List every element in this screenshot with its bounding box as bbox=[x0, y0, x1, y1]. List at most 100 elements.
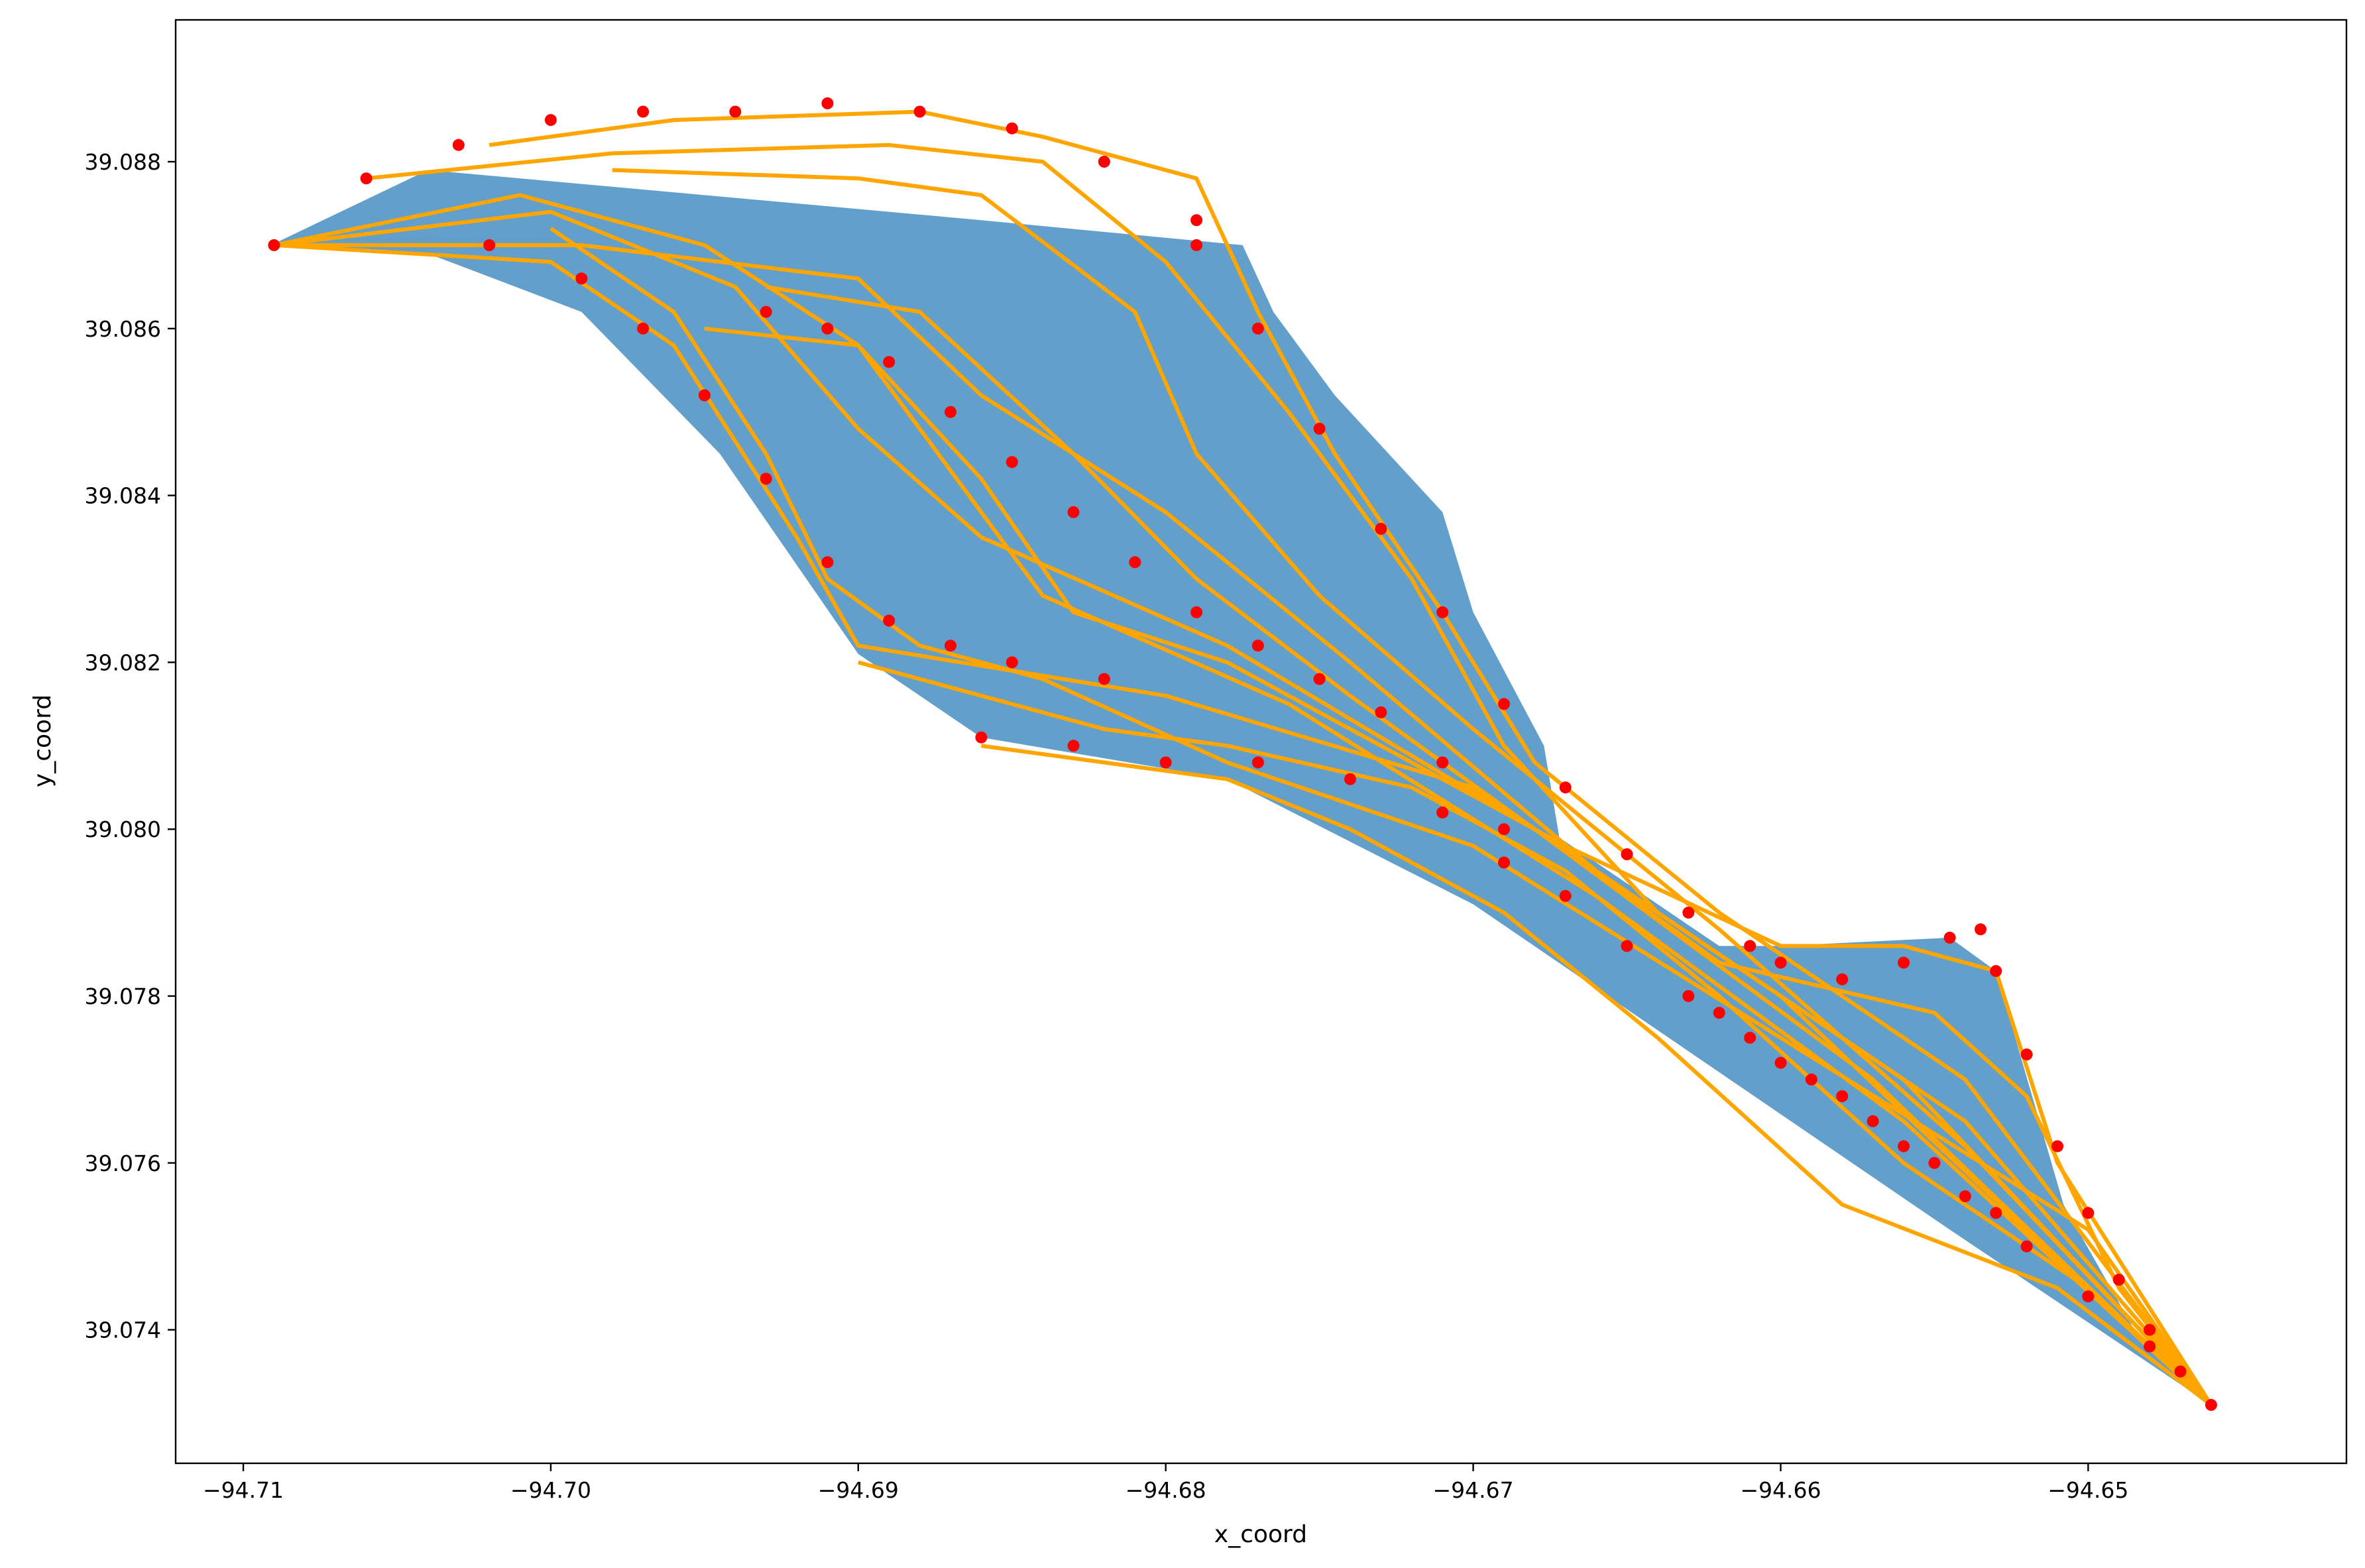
waypoint bbox=[1313, 422, 1326, 435]
waypoint bbox=[975, 731, 988, 744]
y-tick-label: 39.074 bbox=[85, 1317, 161, 1343]
waypoint bbox=[2020, 1048, 2033, 1061]
road-area-layer bbox=[270, 170, 2211, 1405]
waypoint bbox=[1006, 456, 1018, 469]
waypoint bbox=[698, 389, 711, 402]
x-tick-label: −94.66 bbox=[1740, 1477, 1821, 1503]
waypoint bbox=[1344, 773, 1356, 785]
waypoint bbox=[1682, 907, 1695, 919]
waypoint bbox=[729, 105, 742, 118]
waypoint bbox=[1744, 1031, 1757, 1044]
waypoint bbox=[1436, 756, 1449, 769]
waypoint bbox=[483, 239, 496, 251]
waypoint bbox=[1098, 156, 1110, 168]
point-series-3 bbox=[760, 306, 1510, 836]
waypoint bbox=[1498, 698, 1510, 710]
waypoint bbox=[1867, 1115, 1879, 1127]
waypoint bbox=[1836, 1090, 1849, 1103]
waypoint bbox=[1774, 1056, 1787, 1069]
waypoint bbox=[1067, 740, 1080, 752]
waypoint bbox=[575, 272, 588, 285]
waypoint bbox=[1436, 807, 1449, 818]
x-tick-label: −94.69 bbox=[818, 1477, 899, 1503]
waypoint bbox=[1898, 1140, 1910, 1152]
waypoint bbox=[2051, 1140, 2063, 1152]
x-tick-label: −94.67 bbox=[1433, 1477, 1514, 1503]
waypoint bbox=[1251, 756, 1264, 769]
lane-line-7 bbox=[612, 168, 2213, 1406]
point-series-5 bbox=[1774, 923, 2217, 1411]
waypoint bbox=[945, 406, 956, 418]
waypoint bbox=[1436, 606, 1449, 618]
waypoint bbox=[760, 473, 772, 485]
waypoint bbox=[1190, 606, 1203, 618]
waypoint bbox=[821, 97, 834, 109]
waypoint bbox=[1682, 990, 1695, 1002]
waypoint bbox=[2205, 1398, 2217, 1411]
waypoint bbox=[913, 105, 926, 118]
waypoint bbox=[1959, 1190, 1971, 1203]
road-area-polygon bbox=[270, 170, 2211, 1405]
waypoint bbox=[821, 322, 834, 335]
x-tick-label: −94.70 bbox=[510, 1477, 591, 1503]
x-axis-label: x_coord bbox=[1214, 1521, 1307, 1548]
lane-lines-layer bbox=[273, 109, 2213, 1407]
y-tick-label: 39.086 bbox=[85, 316, 161, 342]
lane-line-9 bbox=[704, 326, 2213, 1406]
waypoint bbox=[883, 356, 895, 368]
waypoint bbox=[1375, 706, 1387, 718]
waypoint bbox=[2174, 1365, 2187, 1378]
waypoint bbox=[637, 322, 650, 335]
point-series-4 bbox=[1190, 239, 1757, 952]
waypoint bbox=[1774, 956, 1787, 969]
waypoint bbox=[1098, 673, 1110, 685]
x-tick-label: −94.68 bbox=[1125, 1477, 1206, 1503]
waypoint bbox=[1251, 322, 1264, 335]
waypoint bbox=[1559, 889, 1572, 902]
waypoint bbox=[2082, 1207, 2095, 1219]
waypoint bbox=[2144, 1323, 2156, 1336]
waypoint bbox=[2082, 1290, 2095, 1303]
waypoint bbox=[1990, 965, 2002, 978]
lane-line-11 bbox=[858, 660, 2213, 1407]
waypoint bbox=[1190, 214, 1203, 227]
waypoint bbox=[2020, 1240, 2033, 1253]
waypoint bbox=[1006, 656, 1018, 669]
lane-line-10 bbox=[766, 284, 2213, 1406]
waypoint bbox=[1805, 1073, 1817, 1086]
lane-line-8 bbox=[549, 227, 2213, 1406]
point-series-6 bbox=[1713, 1007, 2156, 1353]
y-tick-label: 39.088 bbox=[85, 149, 161, 175]
x-tick-label: −94.71 bbox=[203, 1477, 284, 1503]
waypoint bbox=[760, 306, 772, 318]
point-series-1 bbox=[268, 97, 1203, 251]
y-tick-label: 39.078 bbox=[85, 983, 161, 1009]
waypoint bbox=[360, 172, 373, 185]
y-tick-label: 39.076 bbox=[85, 1150, 161, 1176]
y-tick-label: 39.082 bbox=[85, 649, 161, 675]
waypoint bbox=[883, 614, 895, 627]
waypoint bbox=[1975, 923, 1987, 936]
waypoint bbox=[1190, 239, 1203, 251]
waypoint bbox=[1498, 823, 1510, 836]
waypoint bbox=[821, 556, 834, 569]
waypoint bbox=[452, 139, 465, 151]
waypoint bbox=[1836, 973, 1849, 985]
waypoint bbox=[1313, 673, 1326, 685]
y-axis-label: y_coord bbox=[29, 695, 56, 787]
waypoint bbox=[544, 114, 557, 127]
waypoint bbox=[2144, 1340, 2156, 1353]
waypoint bbox=[1713, 1007, 1725, 1019]
point-series-7 bbox=[1559, 889, 2002, 1219]
waypoint bbox=[1744, 940, 1757, 952]
lane-line-6 bbox=[489, 109, 2213, 1406]
waypoint bbox=[1159, 756, 1172, 769]
point-series-2 bbox=[483, 239, 1110, 685]
point-series-8 bbox=[975, 731, 1510, 869]
waypoint bbox=[1621, 940, 1633, 952]
waypoint bbox=[945, 640, 956, 652]
waypoint bbox=[1559, 781, 1572, 794]
waypoint bbox=[1928, 1156, 1941, 1169]
waypoint bbox=[1251, 640, 1264, 652]
